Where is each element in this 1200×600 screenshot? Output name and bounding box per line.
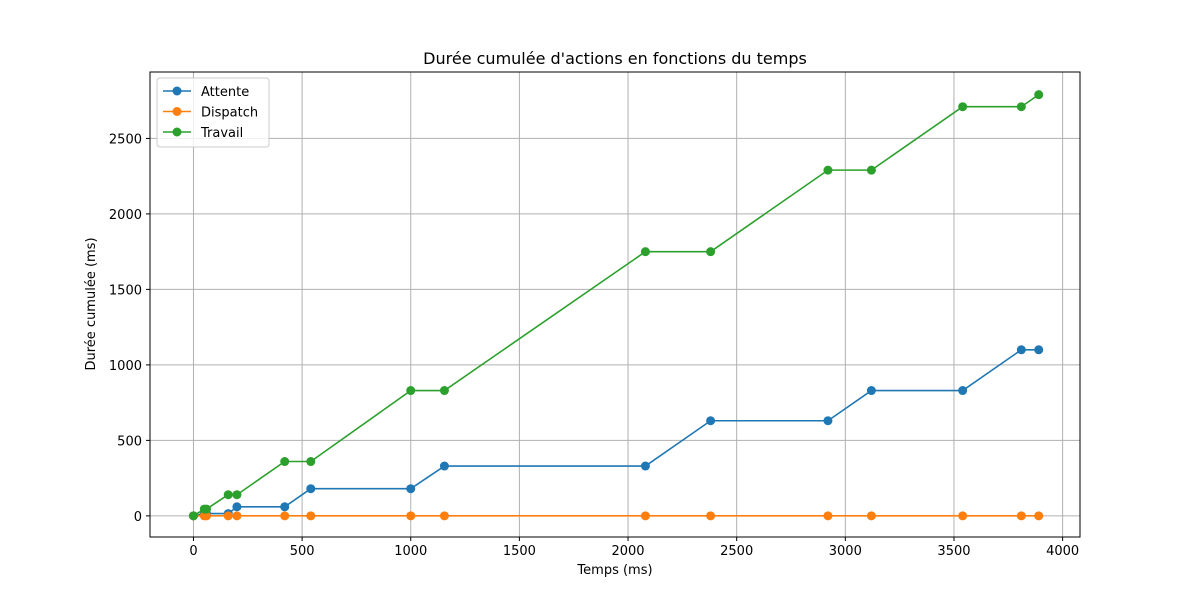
data-point — [306, 511, 316, 521]
series-line — [193, 348, 1039, 517]
data-point — [706, 247, 716, 257]
x-tick-label: 500 — [290, 544, 315, 559]
data-point — [232, 502, 242, 512]
data-point — [1034, 90, 1044, 100]
x-tick-label: 0 — [189, 544, 197, 559]
grid — [150, 72, 1080, 537]
data-point — [1016, 345, 1026, 355]
legend-box — [156, 77, 270, 148]
x-tick-label: 4000 — [1046, 544, 1079, 559]
y-tick-label: 2000 — [109, 208, 142, 223]
data-point — [640, 511, 650, 521]
legend-marker — [172, 127, 182, 137]
data-point — [280, 457, 290, 467]
data-point — [866, 165, 876, 175]
data-point — [280, 502, 290, 512]
data-point — [439, 461, 449, 471]
data-point — [188, 511, 198, 521]
y-tick-label: 1500 — [109, 283, 142, 298]
plot-area-frame — [149, 71, 1081, 538]
y-tick-label: 500 — [117, 434, 142, 449]
data-point — [223, 511, 233, 521]
data-point — [866, 386, 876, 396]
data-point — [280, 511, 290, 521]
legend-item-attente: Attente — [163, 85, 249, 100]
data-point — [1016, 102, 1026, 112]
data-point — [223, 490, 233, 500]
data-point — [706, 511, 716, 521]
legend-marker — [172, 86, 182, 96]
data-point — [439, 511, 449, 521]
series-attente — [188, 345, 1044, 521]
legend-item-dispatch: Dispatch — [163, 106, 258, 121]
legend-label: Dispatch — [201, 106, 258, 121]
data-point — [640, 461, 650, 471]
data-point — [1034, 345, 1044, 355]
data-point — [958, 511, 968, 521]
data-point — [958, 386, 968, 396]
data-point — [232, 511, 242, 521]
x-tick-label: 1000 — [394, 544, 427, 559]
x-tick-label: 1500 — [503, 544, 536, 559]
y-axis-label: Durée cumulée (ms) — [84, 237, 99, 370]
data-point — [439, 386, 449, 396]
data-point — [306, 457, 316, 467]
data-point — [406, 386, 416, 396]
data-point — [201, 504, 211, 514]
x-tick-label: 2500 — [720, 544, 753, 559]
series-line — [193, 93, 1040, 517]
data-point — [406, 511, 416, 521]
data-point — [1034, 511, 1044, 521]
legend-label: Attente — [201, 85, 249, 100]
data-point — [1016, 511, 1026, 521]
series-travail — [188, 90, 1044, 521]
legend: Attente Dispatch Travail — [156, 77, 270, 148]
legend-label: Travail — [200, 126, 243, 141]
legend-item-travail: Travail — [163, 126, 243, 141]
data-point — [866, 511, 876, 521]
y-tick-label: 2500 — [109, 132, 142, 147]
data-point — [306, 484, 316, 494]
y-tick-label: 0 — [134, 510, 142, 525]
legend-marker — [172, 107, 182, 116]
chart-title: Durée cumulée d'actions en fonctions du … — [423, 49, 807, 68]
data-point — [823, 165, 833, 175]
axis-ticks: 0 500 1000 1500 2000 2500 3000 3500 4000 0 500 1000… — [109, 132, 1079, 559]
x-tick-label: 3000 — [829, 544, 862, 559]
series-layer — [188, 90, 1044, 521]
data-point — [823, 416, 833, 426]
data-point — [640, 247, 650, 257]
x-tick-label: 2000 — [611, 544, 644, 559]
y-tick-label: 1000 — [109, 359, 142, 374]
x-axis-label: Temps (ms) — [576, 563, 652, 578]
data-point — [706, 416, 716, 426]
data-point — [201, 511, 211, 521]
data-point — [823, 511, 833, 521]
data-point — [406, 484, 416, 494]
data-point — [958, 102, 968, 112]
x-tick-label: 3500 — [937, 544, 970, 559]
series-dispatch — [188, 511, 1044, 521]
data-point — [232, 490, 242, 500]
